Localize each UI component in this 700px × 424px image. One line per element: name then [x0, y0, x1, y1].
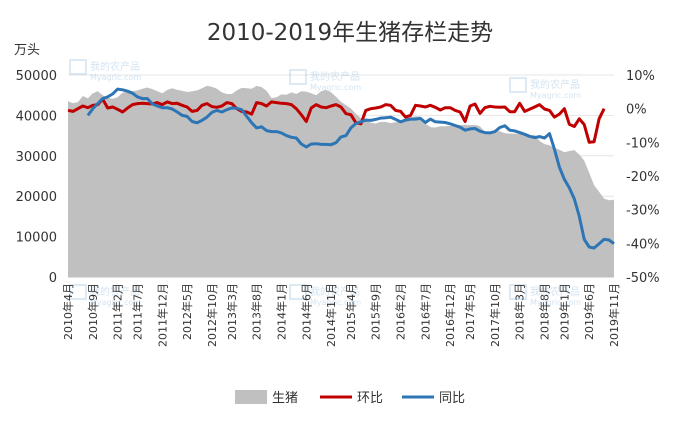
watermark-text: 我的农产品	[90, 285, 140, 298]
y-left-tick-label: 0	[49, 271, 57, 286]
x-tick-label: 2011年7月	[130, 283, 144, 340]
x-tick-label: 2018年8月	[538, 283, 552, 340]
y-right-tick-label: -10%	[626, 136, 660, 151]
watermark-logo	[69, 284, 87, 300]
x-tick-label: 2013年8月	[250, 283, 264, 340]
axis-layer: 0 10000 20000 30000 40000 50000 10% 0% -10% -20% -…	[16, 69, 660, 347]
x-tick-label: 2014年6月	[299, 283, 313, 340]
x-tick-label: 2015年4月	[344, 283, 358, 340]
watermark-url: Myagric.com	[90, 298, 141, 307]
line-series-yoy	[86, 87, 615, 250]
y-right-tick-label: -30%	[626, 204, 660, 219]
area-series-hog	[68, 85, 614, 278]
watermark-text: 我的农产品	[530, 78, 580, 91]
legend: 生猪 环比 同比	[235, 390, 465, 406]
x-tick-label: 2010年9月	[86, 283, 100, 340]
x-tick-label: 2014年11月	[324, 283, 338, 347]
chart-title: 2010-2019年生猪存栏走势	[207, 20, 493, 46]
y-left-tick-label: 50000	[16, 69, 57, 84]
y-right-tick-label: 0%	[626, 103, 647, 118]
x-tick-label: 2012年5月	[180, 283, 194, 340]
watermark-url: Myagric.com	[530, 298, 581, 307]
watermark-logo	[289, 284, 307, 300]
x-tick-label: 2019年6月	[582, 283, 596, 340]
x-tick-label: 2014年1月	[274, 283, 288, 340]
x-tick-label: 2016年2月	[394, 283, 408, 340]
x-tick-label: 2019年1月	[557, 283, 571, 340]
x-tick-label: 2013年3月	[225, 283, 239, 340]
watermark-url: Myagric.com	[530, 91, 581, 100]
x-tick-label: 2011年2月	[111, 283, 125, 340]
y-right-tick-label: -50%	[626, 271, 660, 286]
y-right-tick-label: -40%	[626, 237, 660, 252]
y-right-tick-label: 10%	[626, 69, 655, 84]
y-right-tick-label: -20%	[626, 170, 660, 185]
watermark-logo	[289, 69, 307, 85]
legend-label-yoy: 同比	[439, 391, 465, 406]
y-left-tick-label: 20000	[16, 190, 57, 205]
watermark-url: Myagric.com	[90, 73, 141, 82]
x-tick-label: 2019年11月	[607, 283, 621, 347]
x-tick-label: 2016年7月	[418, 283, 432, 340]
watermark-logo	[509, 284, 527, 300]
y-left-tick-label: 30000	[16, 150, 57, 165]
x-tick-label: 2011年12月	[155, 283, 169, 347]
watermark-text: 我的农产品	[310, 70, 360, 83]
watermark-logo	[509, 77, 527, 93]
watermark-text: 我的农产品	[310, 285, 360, 298]
y-left-tick-label: 10000	[16, 231, 57, 246]
x-tick-label: 2015年9月	[369, 283, 383, 340]
watermark-text: 我的农产品	[530, 285, 580, 298]
x-tick-label: 2012年10月	[205, 283, 219, 347]
y-left-tick-label: 40000	[16, 109, 57, 124]
watermark-text: 我的农产品	[90, 60, 140, 73]
x-tick-label: 2010年4月	[61, 283, 75, 340]
legend-swatch-hog	[235, 390, 267, 404]
watermark-logo	[69, 59, 87, 75]
x-tick-label: 2017年10月	[488, 283, 502, 347]
line-series-mom	[67, 97, 606, 144]
watermark-url: Myagric.com	[310, 298, 361, 307]
area-layer	[68, 85, 614, 278]
watermark-url: Myagric.com	[310, 83, 361, 92]
line-layer	[67, 87, 615, 250]
x-tick-label: 2018年3月	[513, 283, 527, 340]
x-tick-label: 2016年12月	[443, 283, 457, 347]
legend-label-hog: 生猪	[272, 391, 298, 406]
left-axis-unit: 万头	[14, 43, 40, 58]
x-tick-label: 2017年5月	[463, 283, 477, 340]
legend-label-mom: 环比	[357, 391, 383, 406]
